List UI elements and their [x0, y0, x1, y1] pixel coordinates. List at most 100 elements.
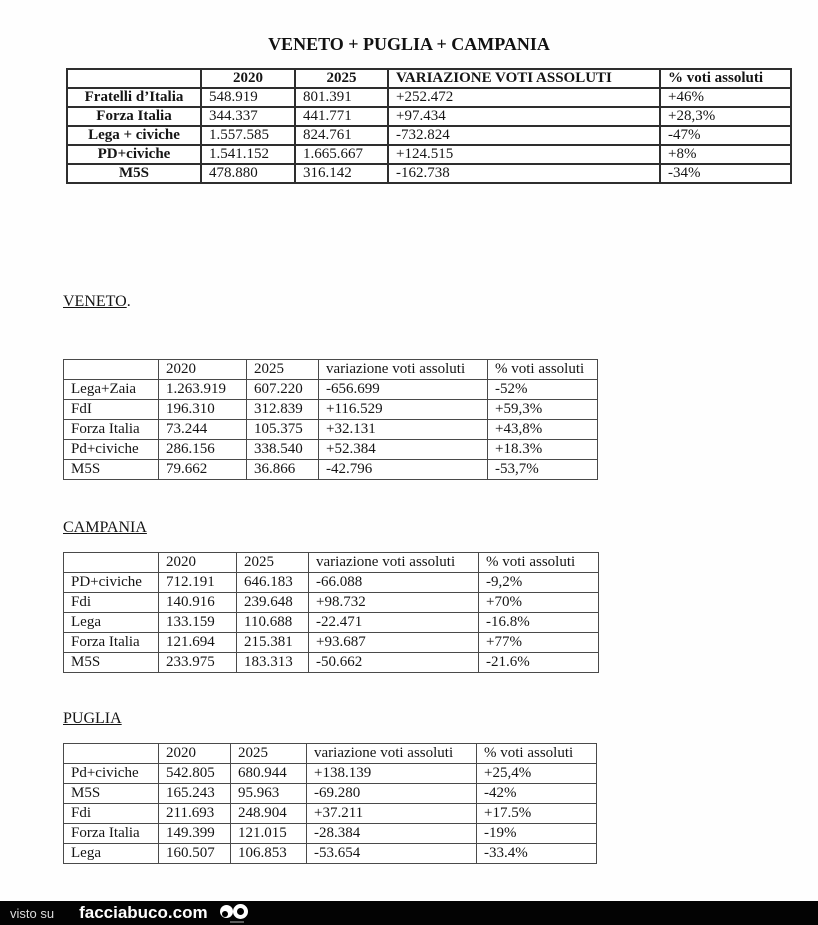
- data-cell: 36.866: [246, 459, 319, 480]
- data-cell: 105.375: [246, 419, 319, 440]
- column-header: % voti assoluti: [487, 359, 598, 380]
- column-header: [63, 743, 159, 764]
- row-label-cell: Pd+civiche: [63, 439, 159, 460]
- data-cell: 248.904: [230, 803, 307, 824]
- logo-tiny-text: [229, 920, 244, 923]
- column-header: 2025: [230, 743, 307, 764]
- section-heading-campania-text: CAMPANIA: [63, 519, 147, 536]
- data-cell: +37.211: [306, 803, 477, 824]
- data-cell: 478.880: [200, 163, 296, 184]
- column-header: 2025: [246, 359, 319, 380]
- data-cell: -69.280: [306, 783, 477, 804]
- data-cell: 211.693: [158, 803, 231, 824]
- data-cell: 312.839: [246, 399, 319, 420]
- column-header: 2020: [158, 359, 247, 380]
- data-cell: +52.384: [318, 439, 488, 460]
- document-title: VENETO + PUGLIA + CAMPANIA: [268, 34, 550, 54]
- row-label-cell: Forza Italia: [63, 823, 159, 844]
- data-cell: 121.694: [158, 632, 237, 653]
- data-cell: -19%: [476, 823, 597, 844]
- data-cell: -53,7%: [487, 459, 598, 480]
- section-heading-veneto-text: VENETO: [63, 293, 127, 310]
- data-cell: +8%: [659, 144, 792, 165]
- section-heading-veneto-suffix: .: [126, 293, 131, 310]
- section-heading-puglia: PUGLIA: [63, 710, 122, 728]
- column-header: [63, 359, 159, 380]
- data-cell: 542.805: [158, 763, 231, 784]
- data-cell: -47%: [659, 125, 792, 146]
- data-cell: +97.434: [387, 106, 661, 127]
- row-label-cell: Lega: [63, 612, 159, 633]
- table-row: FdI 196.310 312.839 +116.529 +59,3%: [63, 399, 598, 420]
- data-cell: 1.665.667: [294, 144, 389, 165]
- column-header: 2025: [294, 68, 389, 89]
- data-cell: -22.471: [308, 612, 479, 633]
- data-cell: -16.8%: [478, 612, 599, 633]
- column-header: variazione voti assoluti: [318, 359, 488, 380]
- row-label-cell: Lega+Zaia: [63, 379, 159, 400]
- data-cell: +252.472: [387, 87, 661, 108]
- footer-bar: visto su facciabuco.com: [0, 901, 818, 925]
- data-cell: -21.6%: [478, 652, 599, 673]
- data-cell: +32.131: [318, 419, 488, 440]
- data-cell: 79.662: [158, 459, 247, 480]
- data-cell: 110.688: [236, 612, 309, 633]
- section-heading-campania: CAMPANIA: [63, 519, 147, 537]
- data-cell: 215.381: [236, 632, 309, 653]
- data-cell: +17.5%: [476, 803, 597, 824]
- table-puglia: 2020 2025 variazione voti assoluti% voti a…: [63, 743, 597, 864]
- data-cell: 316.142: [294, 163, 389, 184]
- table-row: Fratelli d’Italia 548.919 801.391 +252.472 +…: [66, 87, 792, 108]
- data-cell: -50.662: [308, 652, 479, 673]
- data-cell: +43,8%: [487, 419, 598, 440]
- data-cell: -732.824: [387, 125, 661, 146]
- row-label-cell: PD+civiche: [66, 144, 202, 165]
- data-cell: -42.796: [318, 459, 488, 480]
- data-cell: 140.916: [158, 592, 237, 613]
- data-cell: 121.015: [230, 823, 307, 844]
- table-row: Pd+civiche 542.805 680.944 +138.139 +25,4%: [63, 763, 597, 784]
- data-cell: -33.4%: [476, 843, 597, 864]
- table-row: Forza Italia 149.399 121.015 -28.384 -19%: [63, 823, 597, 844]
- row-label-cell: M5S: [63, 459, 159, 480]
- data-cell: 73.244: [158, 419, 247, 440]
- data-cell: -42%: [476, 783, 597, 804]
- column-header: [63, 552, 159, 573]
- row-label-cell: Fdi: [63, 592, 159, 613]
- column-header: variazione voti assoluti: [306, 743, 477, 764]
- data-cell: +28,3%: [659, 106, 792, 127]
- data-cell: -9,2%: [478, 572, 599, 593]
- data-cell: 441.771: [294, 106, 389, 127]
- column-header: 2020: [158, 552, 237, 573]
- header-row: 2020 2025 variazione voti assoluti% voti a…: [63, 552, 599, 573]
- data-cell: 1.263.919: [158, 379, 247, 400]
- logo-right-eye-icon: [232, 903, 248, 919]
- table-veneto-puglia-campania-totals: 2020 2025 VARIAZIONE VOTI ASSOLUTI% voti a…: [66, 68, 792, 184]
- column-header: 2020: [158, 743, 231, 764]
- data-cell: 1.541.152: [200, 144, 296, 165]
- column-header: [66, 68, 202, 89]
- row-label-cell: M5S: [66, 163, 202, 184]
- footer-visto-su-label: visto su: [10, 905, 55, 921]
- data-cell: 183.313: [236, 652, 309, 673]
- column-header: variazione voti assoluti: [308, 552, 479, 573]
- data-cell: 646.183: [236, 572, 309, 593]
- data-cell: 1.557.585: [200, 125, 296, 146]
- table-row: Forza Italia 121.694 215.381 +93.687 +77%: [63, 632, 599, 653]
- table-row: M5S 79.662 36.866 -42.796 -53,7%: [63, 459, 598, 480]
- row-label-cell: FdI: [63, 399, 159, 420]
- row-label-cell: Lega: [63, 843, 159, 864]
- row-label-cell: PD+civiche: [63, 572, 159, 593]
- column-header: 2025: [236, 552, 309, 573]
- row-label-cell: Fratelli d’Italia: [66, 87, 202, 108]
- column-header: % voti assoluti: [659, 68, 792, 89]
- row-label-cell: Pd+civiche: [63, 763, 159, 784]
- data-cell: 801.391: [294, 87, 389, 108]
- data-cell: +116.529: [318, 399, 488, 420]
- row-label-cell: Forza Italia: [63, 632, 159, 653]
- data-cell: 239.648: [236, 592, 309, 613]
- footer-site-link[interactable]: facciabuco.com: [79, 903, 208, 922]
- data-cell: 149.399: [158, 823, 231, 844]
- data-cell: 106.853: [230, 843, 307, 864]
- table-row: Lega 160.507 106.853 -53.654 -33.4%: [63, 843, 597, 864]
